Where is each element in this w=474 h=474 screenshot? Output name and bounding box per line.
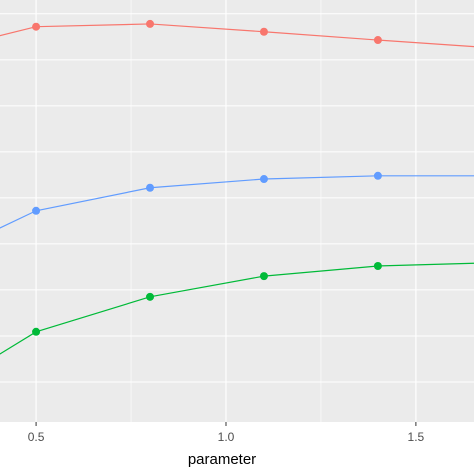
x-tick-label: 1.0 xyxy=(218,430,235,444)
data-point xyxy=(259,27,268,36)
x-axis: 0.5 1.0 1.5 xyxy=(28,422,425,444)
series-line xyxy=(0,175,474,229)
data-point xyxy=(373,36,382,45)
grid xyxy=(0,0,474,422)
panel xyxy=(0,0,474,422)
data-point xyxy=(373,171,382,180)
data-point xyxy=(146,183,155,192)
data-point xyxy=(259,175,268,184)
data-point xyxy=(32,22,41,31)
data-point xyxy=(373,261,382,270)
series-line xyxy=(0,23,474,48)
x-tick-label: 0.5 xyxy=(28,430,45,444)
data-point xyxy=(259,272,268,281)
data-point xyxy=(146,19,155,28)
series-line xyxy=(0,262,474,355)
x-axis-title: parameter xyxy=(188,451,256,468)
data-point xyxy=(32,206,41,215)
data-point xyxy=(32,327,41,336)
plot-area xyxy=(0,19,474,355)
data-point xyxy=(146,292,155,301)
x-tick-label: 1.5 xyxy=(408,430,425,444)
